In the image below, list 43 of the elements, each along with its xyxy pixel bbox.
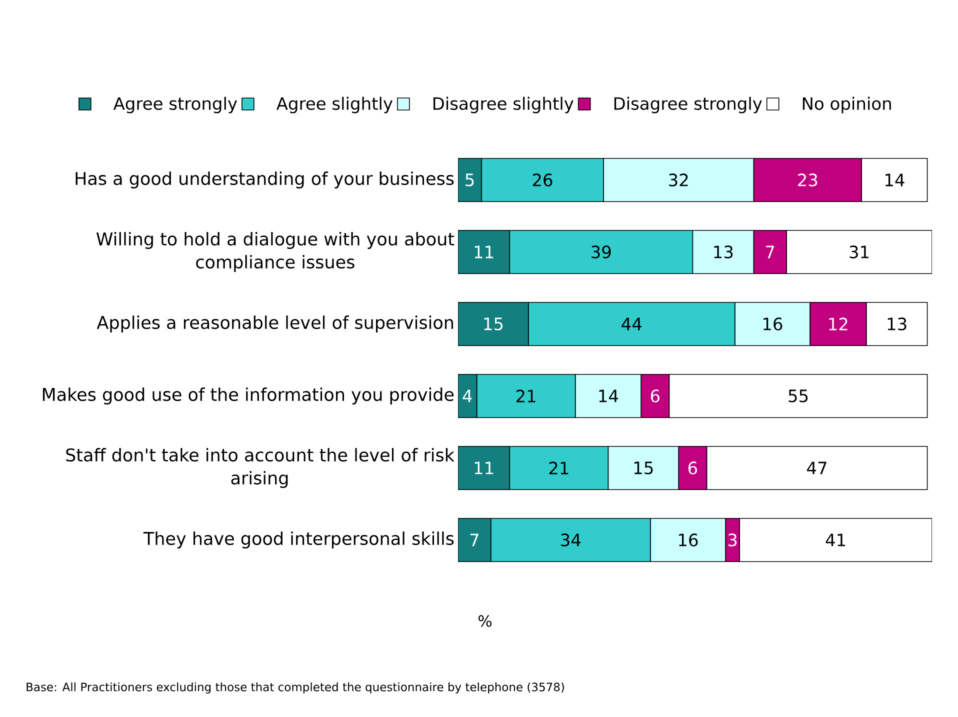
y-tick-label: Staff don't take into account the level of risk arising — [66, 448, 454, 488]
y-tick-label: Has a good understanding of your business — [76, 172, 454, 188]
legend-label: Disagree strongly — [614, 96, 762, 114]
data-label: 15 — [484, 318, 503, 330]
data-label: 44 — [622, 318, 642, 330]
data-label: 11 — [474, 246, 494, 258]
text: Base: All Practitioners excluding those that completed the questionnaire by telephone (3578) — [26, 682, 564, 694]
data-label: 7 — [470, 534, 478, 546]
data-label: 5 — [466, 174, 474, 186]
y-tick-label: Willing to hold a dialogue with you about compliance issues — [96, 232, 454, 272]
data-label: 32 — [669, 174, 688, 186]
legend-label: No opinion — [802, 96, 891, 114]
data-label: 16 — [679, 534, 698, 546]
legend-label: Disagree slightly — [433, 96, 574, 114]
data-label: 31 — [850, 246, 869, 258]
data-label: 3 — [728, 534, 737, 546]
legend-label: Agree strongly — [113, 96, 238, 114]
data-label: 13 — [714, 246, 733, 258]
data-label: 13 — [888, 318, 906, 330]
data-label: 21 — [549, 462, 568, 474]
x-axis-title: % — [478, 615, 492, 627]
data-label: 15 — [634, 462, 653, 474]
data-label: 14 — [599, 390, 618, 402]
data-label: 47 — [807, 462, 826, 474]
data-label: 34 — [561, 534, 580, 546]
data-label: 12 — [829, 318, 848, 330]
data-label: 26 — [532, 174, 552, 186]
data-label: 41 — [826, 534, 846, 546]
data-label: 21 — [516, 390, 536, 402]
data-label: 6 — [688, 462, 697, 474]
data-label: 23 — [798, 174, 818, 186]
y-tick-label: Applies a reasonable level of supervision — [96, 316, 454, 332]
data-label: 11 — [474, 462, 494, 474]
data-label: 7 — [766, 246, 774, 258]
y-tick-label: They have good interpersonal skills — [143, 532, 454, 548]
data-label: 39 — [592, 246, 611, 258]
data-label: 4 — [462, 390, 472, 402]
data-label: 55 — [788, 390, 808, 402]
data-label: 6 — [650, 390, 660, 402]
data-label: 14 — [886, 174, 904, 186]
y-tick-label: Makes good use of the information you provide — [42, 388, 454, 404]
legend-label: Agree slightly — [276, 96, 393, 114]
data-label: 16 — [763, 318, 782, 330]
